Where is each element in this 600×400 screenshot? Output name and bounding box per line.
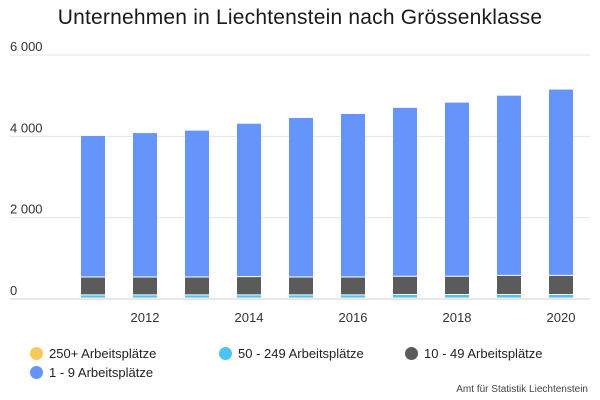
- source-credit: Amt für Statistik Liechtenstein: [456, 384, 588, 395]
- legend-label-1-9: 1 - 9 Arbeitsplätze: [49, 365, 154, 380]
- bar-segment[interactable]: [185, 294, 209, 299]
- chart-title: Unternehmen in Liechtenstein nach Grösse…: [57, 6, 543, 29]
- legend-marker-10-49: [405, 347, 418, 360]
- x-tick-label: 2012: [131, 310, 160, 325]
- y-tick-label: 2 000: [10, 202, 43, 217]
- bar-segment[interactable]: [393, 107, 417, 277]
- bar-segment[interactable]: [133, 294, 157, 299]
- bar-segment[interactable]: [445, 102, 469, 277]
- bar-segment[interactable]: [497, 275, 521, 295]
- legend-item-10-49[interactable]: 10 - 49 Arbeitsplätze: [405, 346, 543, 361]
- x-tick-label: 2014: [235, 310, 264, 325]
- x-tick-label: 2016: [339, 310, 368, 325]
- y-tick-label: 6 000: [10, 39, 43, 54]
- bar-segment[interactable]: [237, 294, 261, 299]
- bar-segment[interactable]: [549, 275, 573, 295]
- bar-segment[interactable]: [549, 294, 573, 299]
- legend-label-50-249: 50 - 249 Arbeitsplätze: [238, 346, 364, 361]
- y-tick-label: 4 000: [10, 120, 43, 135]
- legend-item-250plus[interactable]: 250+ Arbeitsplätze: [30, 346, 156, 361]
- bar-segment[interactable]: [445, 276, 469, 295]
- bar-segment[interactable]: [81, 294, 105, 299]
- bar-segment[interactable]: [497, 294, 521, 299]
- bar-segment[interactable]: [185, 130, 209, 278]
- bar-segment[interactable]: [341, 277, 365, 295]
- bar-segment[interactable]: [497, 95, 521, 276]
- legend-label-250plus: 250+ Arbeitsplätze: [49, 346, 157, 361]
- legend-item-50-249[interactable]: 50 - 249 Arbeitsplätze: [219, 346, 364, 361]
- x-axis-ticks: 2012 2014 2016 2018 2020: [131, 310, 576, 325]
- bar-segment[interactable]: [81, 277, 105, 295]
- bar-segment[interactable]: [341, 113, 365, 278]
- y-axis-ticks: 0 2 000 4 000 6 000: [10, 39, 43, 298]
- x-tick-label: 2018: [443, 310, 472, 325]
- legend-label-10-49: 10 - 49 Arbeitsplätze: [424, 346, 543, 361]
- bar-segment[interactable]: [133, 277, 157, 295]
- bar-segment[interactable]: [81, 135, 105, 278]
- bar-segment[interactable]: [549, 89, 573, 276]
- legend-marker-1-9: [30, 366, 43, 379]
- bar-segment[interactable]: [289, 118, 313, 278]
- legend-marker-250plus: [30, 347, 43, 360]
- bar-segment[interactable]: [185, 277, 209, 295]
- bar-segment[interactable]: [133, 133, 157, 278]
- bar-segment[interactable]: [237, 276, 261, 295]
- legend-item-1-9[interactable]: 1 - 9 Arbeitsplätze: [30, 365, 153, 380]
- bar-segment[interactable]: [341, 294, 365, 299]
- bar-segment[interactable]: [445, 294, 469, 299]
- bar-segment[interactable]: [237, 123, 261, 277]
- bar-segment[interactable]: [289, 277, 313, 295]
- bar-segment[interactable]: [393, 276, 417, 295]
- legend-marker-50-249: [219, 347, 232, 360]
- bar-segment[interactable]: [289, 294, 313, 299]
- y-tick-label: 0: [10, 283, 17, 298]
- bar-segment[interactable]: [393, 294, 417, 299]
- x-tick-label: 2020: [547, 310, 576, 325]
- bars: [81, 89, 573, 299]
